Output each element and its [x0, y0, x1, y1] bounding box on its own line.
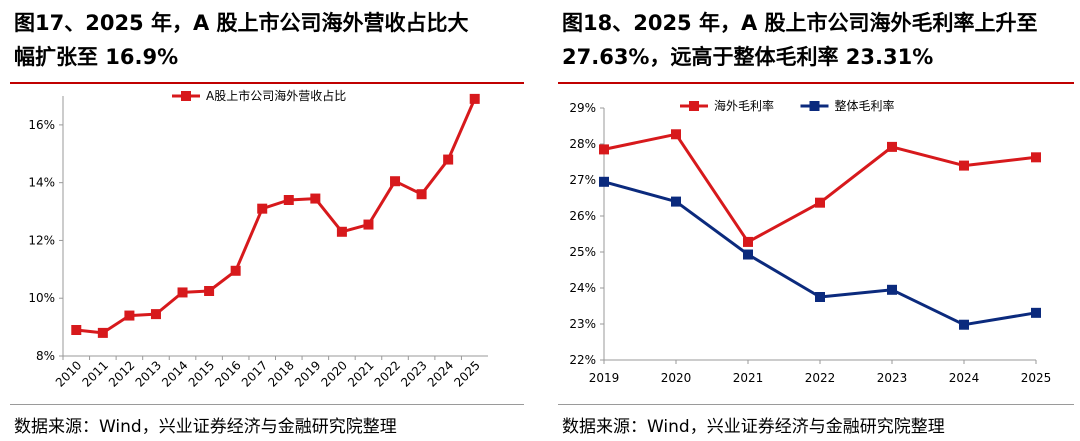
- y-tick-label: 10%: [28, 291, 55, 305]
- legend-label: A股上市公司海外营收占比: [206, 88, 346, 103]
- y-tick-label: 29%: [569, 101, 596, 115]
- right-line-chart: 22% 23% 24% 25% 26% 27% 28% 29% 2019 2020 2021 2022…: [569, 98, 1052, 385]
- right-bottom-rule: [558, 404, 1074, 405]
- y-tick-label: 22%: [569, 353, 596, 367]
- data-point: [390, 176, 401, 187]
- x-tick-label: 2014: [159, 358, 190, 389]
- x-tick-label: 2025: [1021, 371, 1052, 385]
- y-tick-label: 8%: [36, 349, 55, 363]
- right-source-note: 数据来源：Wind，兴业证券经济与金融研究院整理: [562, 417, 945, 437]
- data-point: [124, 310, 135, 321]
- right-panel: 图18、2025 年，A 股上市公司海外毛利率上升至 27.63%，远高于整体毛…: [548, 0, 1080, 441]
- data-point: [671, 129, 681, 140]
- data-point: [150, 309, 161, 320]
- right-title-line-2: 27.63%，远高于整体毛利率 23.31%: [562, 45, 934, 69]
- x-tick-label: 2024: [949, 371, 980, 385]
- data-point: [1031, 307, 1041, 318]
- x-tick-label: 2023: [877, 371, 908, 385]
- x-tick-label: 2021: [733, 371, 764, 385]
- legend-swatch-marker: [689, 101, 699, 111]
- data-point: [599, 176, 609, 187]
- x-tick-label: 2011: [79, 358, 110, 389]
- data-point: [204, 286, 215, 296]
- left-source-note: 数据来源：Wind，兴业证券经济与金融研究院整理: [14, 417, 397, 437]
- left-chart-title: 图17、2025 年，A 股上市公司海外营收占比大 幅扩张至 16.9%: [14, 6, 524, 74]
- data-point: [671, 196, 681, 207]
- data-point: [97, 327, 108, 338]
- data-point: [743, 236, 753, 247]
- x-tick-label: 2010: [53, 358, 84, 389]
- data-point: [230, 265, 241, 276]
- right-title-line-1: 图18、2025 年，A 股上市公司海外毛利率上升至: [562, 11, 1038, 35]
- x-tick-label: 2017: [239, 358, 270, 389]
- data-point: [363, 219, 374, 230]
- data-point: [71, 325, 82, 335]
- y-tick-label: 28%: [569, 137, 596, 151]
- x-tick-label: 2019: [292, 358, 323, 389]
- left-panel: 图17、2025 年，A 股上市公司海外营收占比大 幅扩张至 16.9% 8% 1…: [0, 0, 530, 441]
- data-point: [743, 249, 753, 260]
- x-tick-label: 2024: [425, 358, 456, 389]
- left-title-rule: [10, 82, 524, 84]
- data-point: [887, 141, 897, 152]
- x-tick-label: 2023: [398, 358, 429, 389]
- x-tick-label: 2019: [589, 371, 620, 385]
- legend-swatch-marker: [809, 101, 820, 111]
- x-tick-label: 2015: [186, 358, 217, 389]
- y-tick-label: 24%: [569, 281, 596, 295]
- x-tick-label: 2020: [319, 358, 350, 389]
- data-point: [443, 154, 454, 165]
- data-point: [283, 195, 294, 205]
- data-point: [177, 287, 188, 298]
- x-tick-label: 2012: [106, 358, 137, 389]
- y-tick-label: 12%: [28, 233, 55, 247]
- left-line-chart: 8%10%12%14%16%20102011201220132014201520…: [28, 88, 488, 390]
- data-point: [416, 189, 427, 200]
- data-point: [310, 193, 321, 204]
- data-point: [815, 292, 825, 302]
- right-title-rule: [558, 82, 1074, 84]
- x-tick-label: 2022: [372, 358, 403, 389]
- series-line: [76, 98, 477, 335]
- x-tick-label: 2021: [345, 358, 376, 389]
- data-point: [1031, 152, 1041, 163]
- left-title-line-2: 幅扩张至 16.9%: [14, 45, 179, 69]
- right-chart-title: 图18、2025 年，A 股上市公司海外毛利率上升至 27.63%，远高于整体毛…: [562, 6, 1072, 74]
- legend-label: 海外毛利率: [714, 98, 774, 113]
- y-tick-label: 23%: [569, 317, 596, 331]
- y-tick-label: 14%: [28, 176, 55, 190]
- left-title-line-1: 图17、2025 年，A 股上市公司海外营收占比大: [14, 11, 469, 35]
- data-point: [469, 93, 480, 104]
- x-tick-label: 2025: [451, 358, 482, 389]
- y-tick-label: 16%: [28, 118, 55, 132]
- left-bottom-rule: [10, 404, 524, 405]
- x-tick-label: 2018: [265, 358, 296, 389]
- data-point: [257, 203, 268, 214]
- legend-label: 整体毛利率: [835, 98, 895, 113]
- data-point: [599, 144, 609, 155]
- x-tick-label: 2013: [133, 358, 164, 389]
- series-line: [603, 132, 1037, 244]
- data-point: [887, 284, 897, 295]
- data-point: [959, 319, 969, 330]
- data-point: [336, 226, 347, 237]
- legend-swatch-marker: [181, 91, 191, 101]
- x-tick-label: 2020: [661, 371, 692, 385]
- y-tick-label: 25%: [569, 245, 596, 259]
- y-tick-label: 27%: [569, 173, 596, 187]
- x-tick-label: 2022: [805, 371, 836, 385]
- x-tick-label: 2016: [212, 358, 243, 389]
- data-point: [959, 160, 969, 171]
- data-point: [815, 197, 825, 208]
- y-tick-label: 26%: [569, 209, 596, 223]
